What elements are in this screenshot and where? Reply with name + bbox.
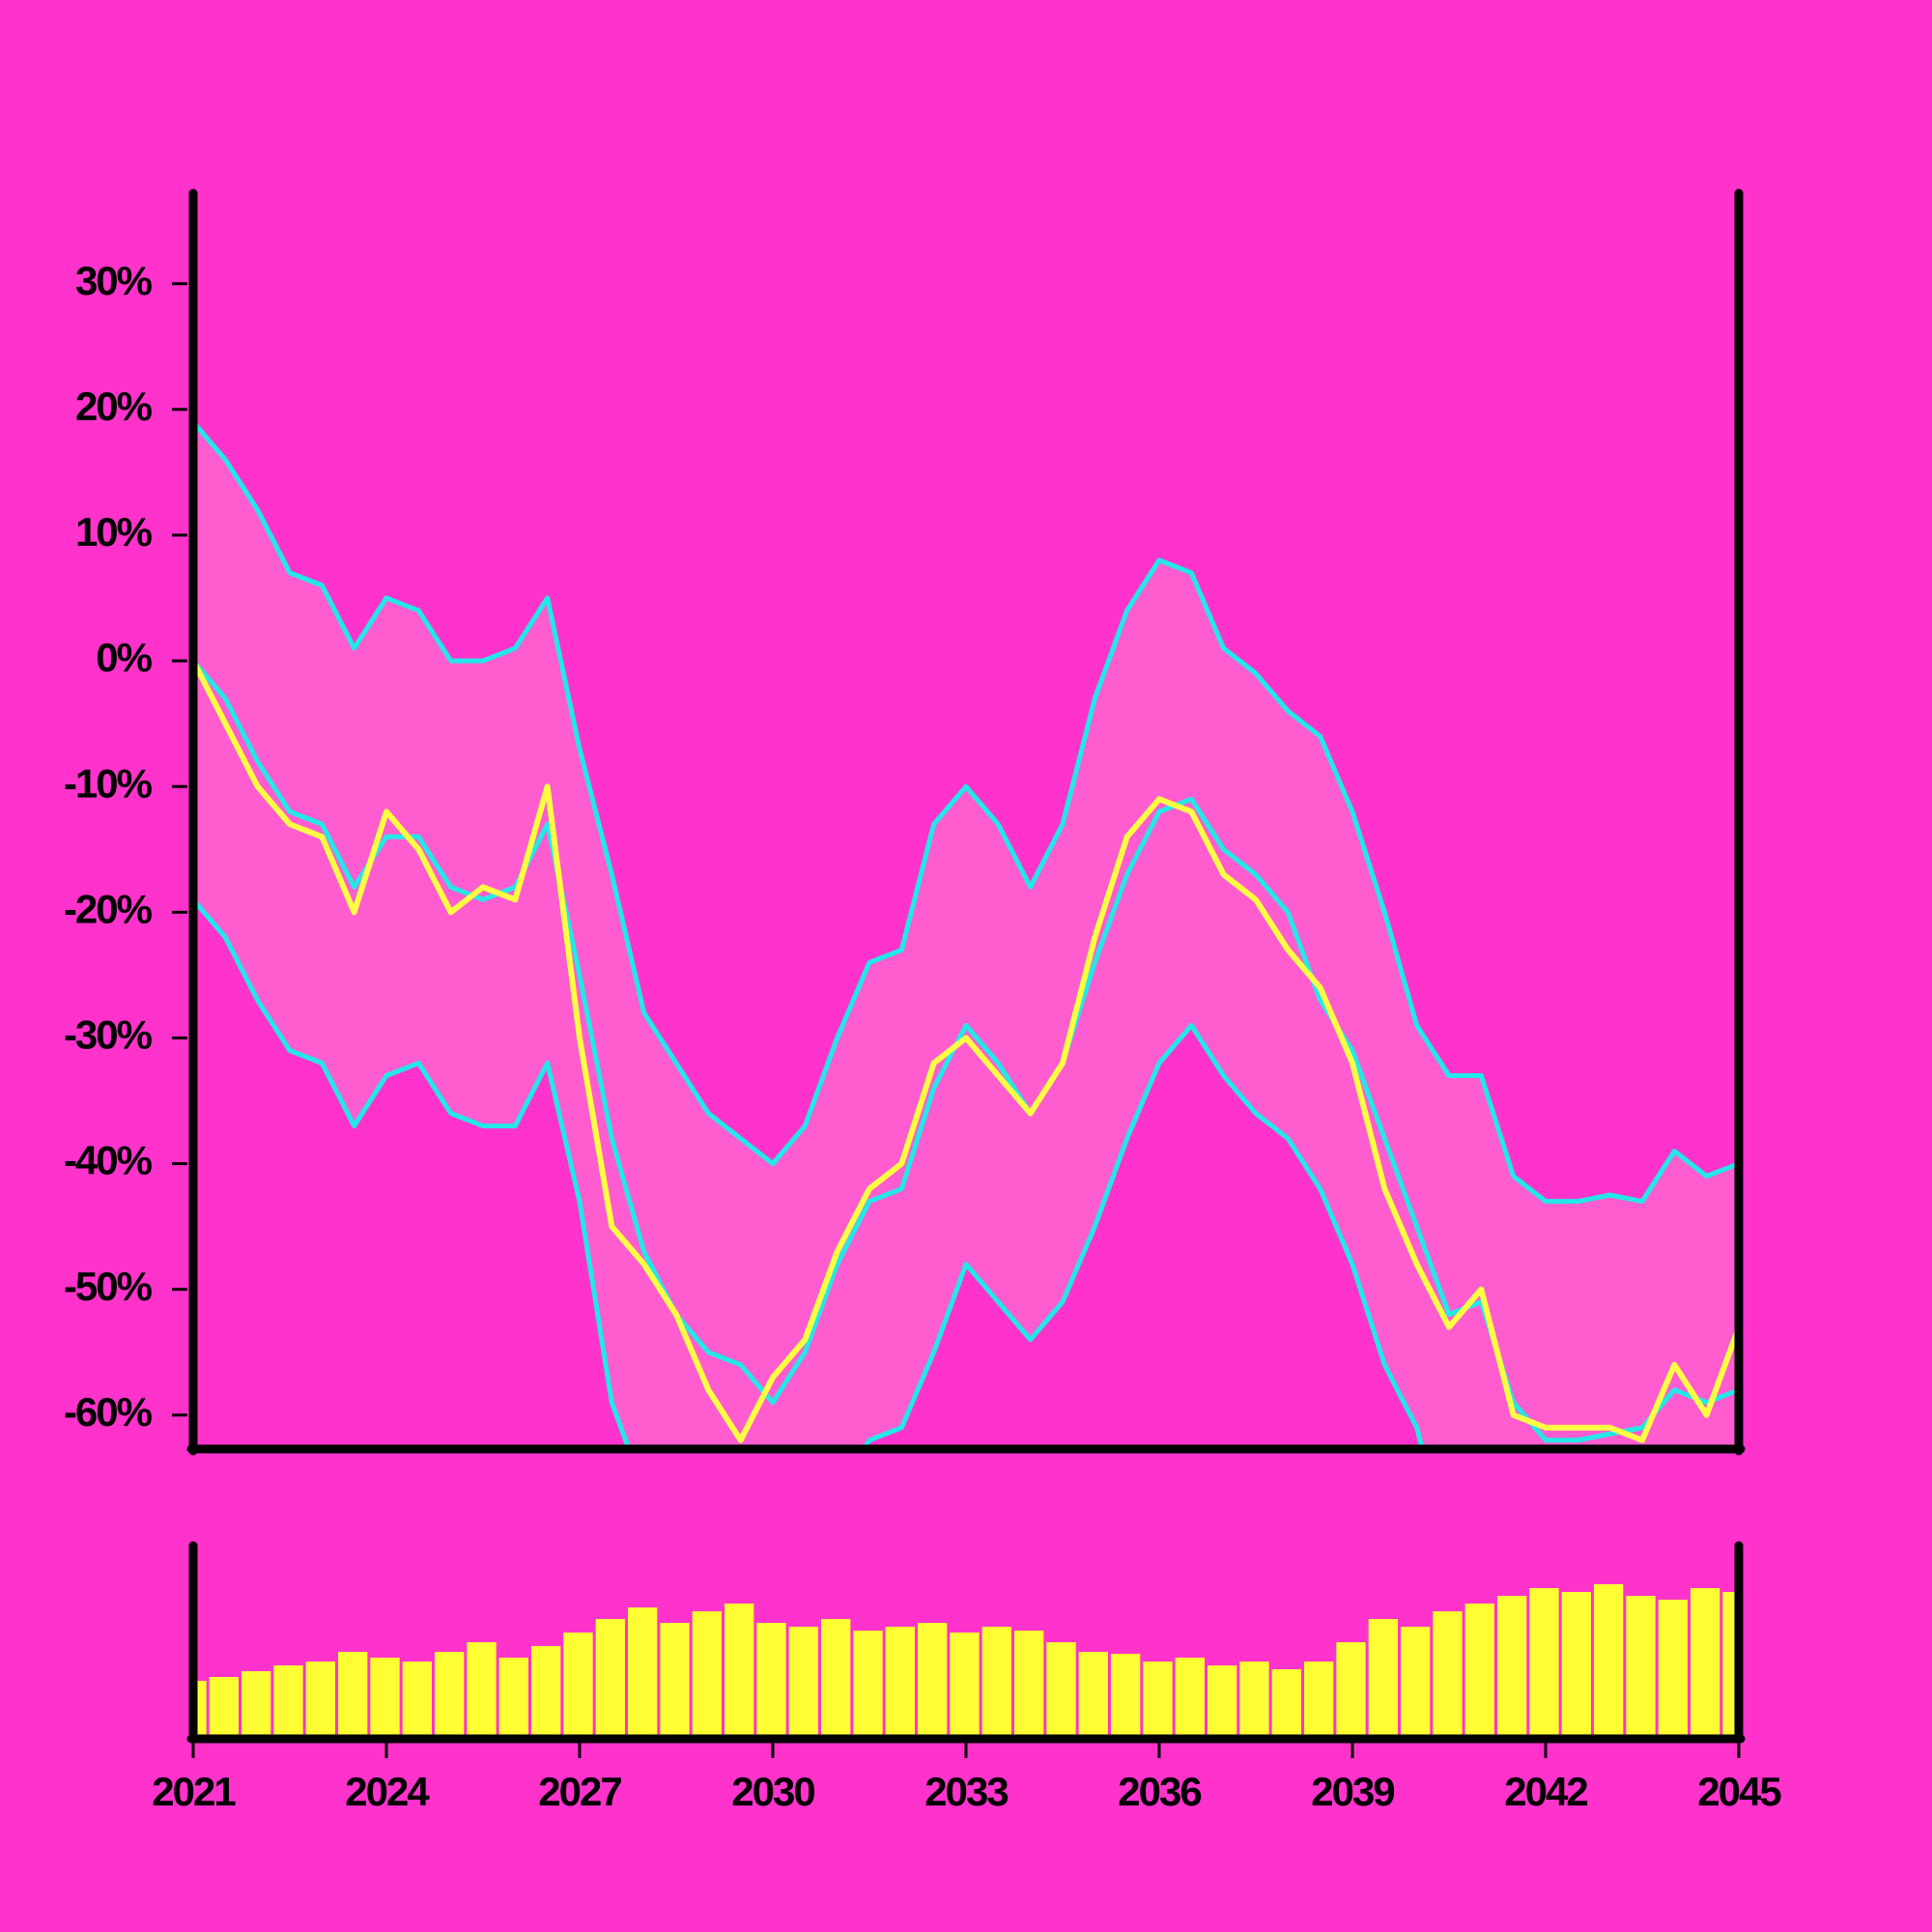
volume-bar [338,1652,368,1737]
volume-bar [1271,1669,1301,1737]
volume-bar [1401,1627,1431,1737]
volume-bar [273,1665,303,1737]
x-tick-label: 2039 [1311,1769,1394,1814]
volume-bar [1658,1600,1688,1737]
price-line [193,659,1737,1443]
x-tick-label: 2027 [538,1769,621,1814]
volume-bar [1304,1662,1334,1737]
y-tick-label: 0% [96,635,152,680]
volume-bar [918,1623,948,1737]
axes: -60% -50% -40% -30% -20% -10% 0% 10% 20% 30% 2021 2… [64,188,1783,1814]
plot-area [193,420,1737,1449]
y-tick-label: 10% [75,509,153,554]
volume-bar [402,1662,432,1737]
volume-bar [660,1623,690,1737]
volume-bar [1239,1662,1269,1737]
y-tick-label: -50% [64,1264,153,1309]
volume-bar [1014,1631,1044,1737]
volume-bar [1175,1658,1205,1737]
volume-bar [1208,1665,1237,1737]
x-tick-label: 2036 [1118,1769,1201,1814]
volume-bar [1433,1611,1463,1737]
volume-area [193,1584,1737,1737]
volume-bar [1690,1588,1720,1737]
volume-bar [1464,1604,1494,1737]
volume-bar [821,1619,851,1737]
y-tick-label: 30% [75,258,153,303]
volume-bar [209,1677,239,1737]
x-tick-label: 2042 [1504,1769,1587,1814]
x-tick-label: 2033 [924,1769,1008,1814]
band-line [193,420,1737,1205]
volume-bar [950,1633,980,1737]
volume-bar [563,1633,593,1737]
volume-bar [531,1646,561,1737]
y-tick-label: -40% [64,1138,153,1183]
volume-bar [498,1658,528,1737]
volume-bar [885,1627,915,1737]
volume-bar [981,1627,1011,1737]
x-tick-label: 2030 [731,1769,814,1814]
x-tick-label: 2021 [152,1769,236,1814]
volume-bar [595,1619,625,1737]
volume-bar [242,1671,271,1737]
volume-bar [756,1623,786,1737]
y-tick-label: -30% [64,1012,153,1058]
volume-bar [692,1611,722,1737]
average-line [193,659,1737,1443]
volume-bar [305,1662,335,1737]
volume-bar [1594,1584,1624,1737]
band-line [193,897,1425,1449]
volume-bar [1078,1652,1108,1737]
volume-bar [370,1658,400,1737]
x-tick-label: 2045 [1697,1769,1781,1814]
y-tick-label: -20% [64,886,153,931]
y-tick-label: -10% [64,760,153,806]
volume-bar [1368,1619,1398,1737]
volume-bar [1143,1662,1173,1737]
volume-bar [1111,1654,1141,1737]
volume-bar [1336,1642,1366,1737]
volume-bar [724,1604,754,1737]
volume-bar [1722,1592,1737,1737]
volume-bar [1561,1592,1591,1737]
volume-bar [1626,1596,1656,1737]
volume-bar [788,1627,818,1737]
volume-bar [1046,1642,1076,1737]
volume-bar [1497,1596,1527,1737]
volume-bar [467,1642,497,1737]
volume-bar [853,1631,883,1737]
y-tick-label: 20% [75,384,153,429]
volume-bar [1529,1588,1559,1737]
volume-bar [435,1652,465,1737]
x-tick-label: 2024 [345,1769,430,1814]
y-tick-label: -60% [64,1389,153,1435]
volume-bar [628,1607,658,1737]
